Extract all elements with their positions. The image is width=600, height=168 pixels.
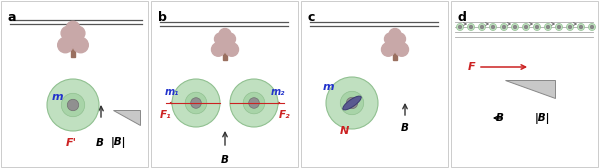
Text: m₁: m₁ [165,87,179,97]
Circle shape [61,93,85,117]
Circle shape [557,26,560,29]
Circle shape [457,24,464,31]
Text: |B|: |B| [535,113,550,123]
Circle shape [545,24,551,31]
Text: N: N [340,126,349,136]
Text: c: c [308,11,316,24]
Text: F': F' [65,138,77,148]
Circle shape [385,33,397,45]
Circle shape [66,21,80,35]
Circle shape [458,26,461,29]
Text: F: F [468,62,476,72]
Circle shape [395,43,409,56]
Circle shape [569,26,571,29]
Circle shape [481,26,484,29]
Circle shape [491,26,494,29]
Circle shape [191,98,201,108]
Circle shape [547,26,550,29]
Circle shape [212,43,225,56]
Circle shape [215,33,227,45]
Text: B: B [96,138,104,148]
Circle shape [61,26,75,40]
Text: F₂: F₂ [279,110,291,120]
Bar [451,1,598,167]
Text: F₁: F₁ [160,110,172,120]
Circle shape [65,32,80,47]
Text: a: a [8,11,17,24]
Text: m: m [322,82,334,92]
Bar [1,1,148,167]
Text: d: d [458,11,467,24]
Circle shape [346,97,358,109]
Circle shape [172,79,220,127]
Text: b: b [158,11,167,24]
Circle shape [219,29,231,40]
Circle shape [479,24,485,31]
Bar [393,50,397,60]
Circle shape [467,24,475,31]
Circle shape [514,26,517,29]
Circle shape [566,24,574,31]
Bar [151,1,298,167]
Circle shape [58,37,73,53]
Circle shape [185,92,207,114]
Circle shape [47,79,99,131]
Bar [71,45,75,57]
Circle shape [225,43,239,56]
Circle shape [71,26,85,40]
Ellipse shape [343,96,361,110]
Circle shape [533,24,541,31]
Circle shape [230,79,278,127]
Circle shape [218,37,232,51]
Circle shape [243,92,265,114]
Circle shape [536,26,539,29]
Circle shape [580,26,583,29]
Circle shape [470,26,473,29]
Circle shape [73,37,88,53]
Text: B: B [401,123,409,133]
Circle shape [340,91,364,115]
Circle shape [523,24,530,31]
Bar [223,50,227,60]
Polygon shape [113,110,140,125]
Circle shape [511,24,518,31]
Circle shape [389,29,401,40]
Circle shape [388,37,402,51]
Circle shape [500,24,508,31]
Bar [301,1,448,167]
Circle shape [382,43,395,56]
Text: B: B [221,155,229,165]
Circle shape [556,24,563,31]
Circle shape [223,33,235,45]
Circle shape [590,26,593,29]
Circle shape [249,98,259,108]
Circle shape [577,24,584,31]
Text: m₂: m₂ [271,87,285,97]
Text: |B|: |B| [110,137,125,149]
Circle shape [490,24,497,31]
Circle shape [326,77,378,129]
Circle shape [394,33,406,45]
Circle shape [67,99,79,111]
Polygon shape [505,80,555,98]
Circle shape [503,26,505,29]
Circle shape [589,24,595,31]
Text: B: B [496,113,504,123]
Circle shape [524,26,527,29]
Text: m: m [51,92,63,102]
